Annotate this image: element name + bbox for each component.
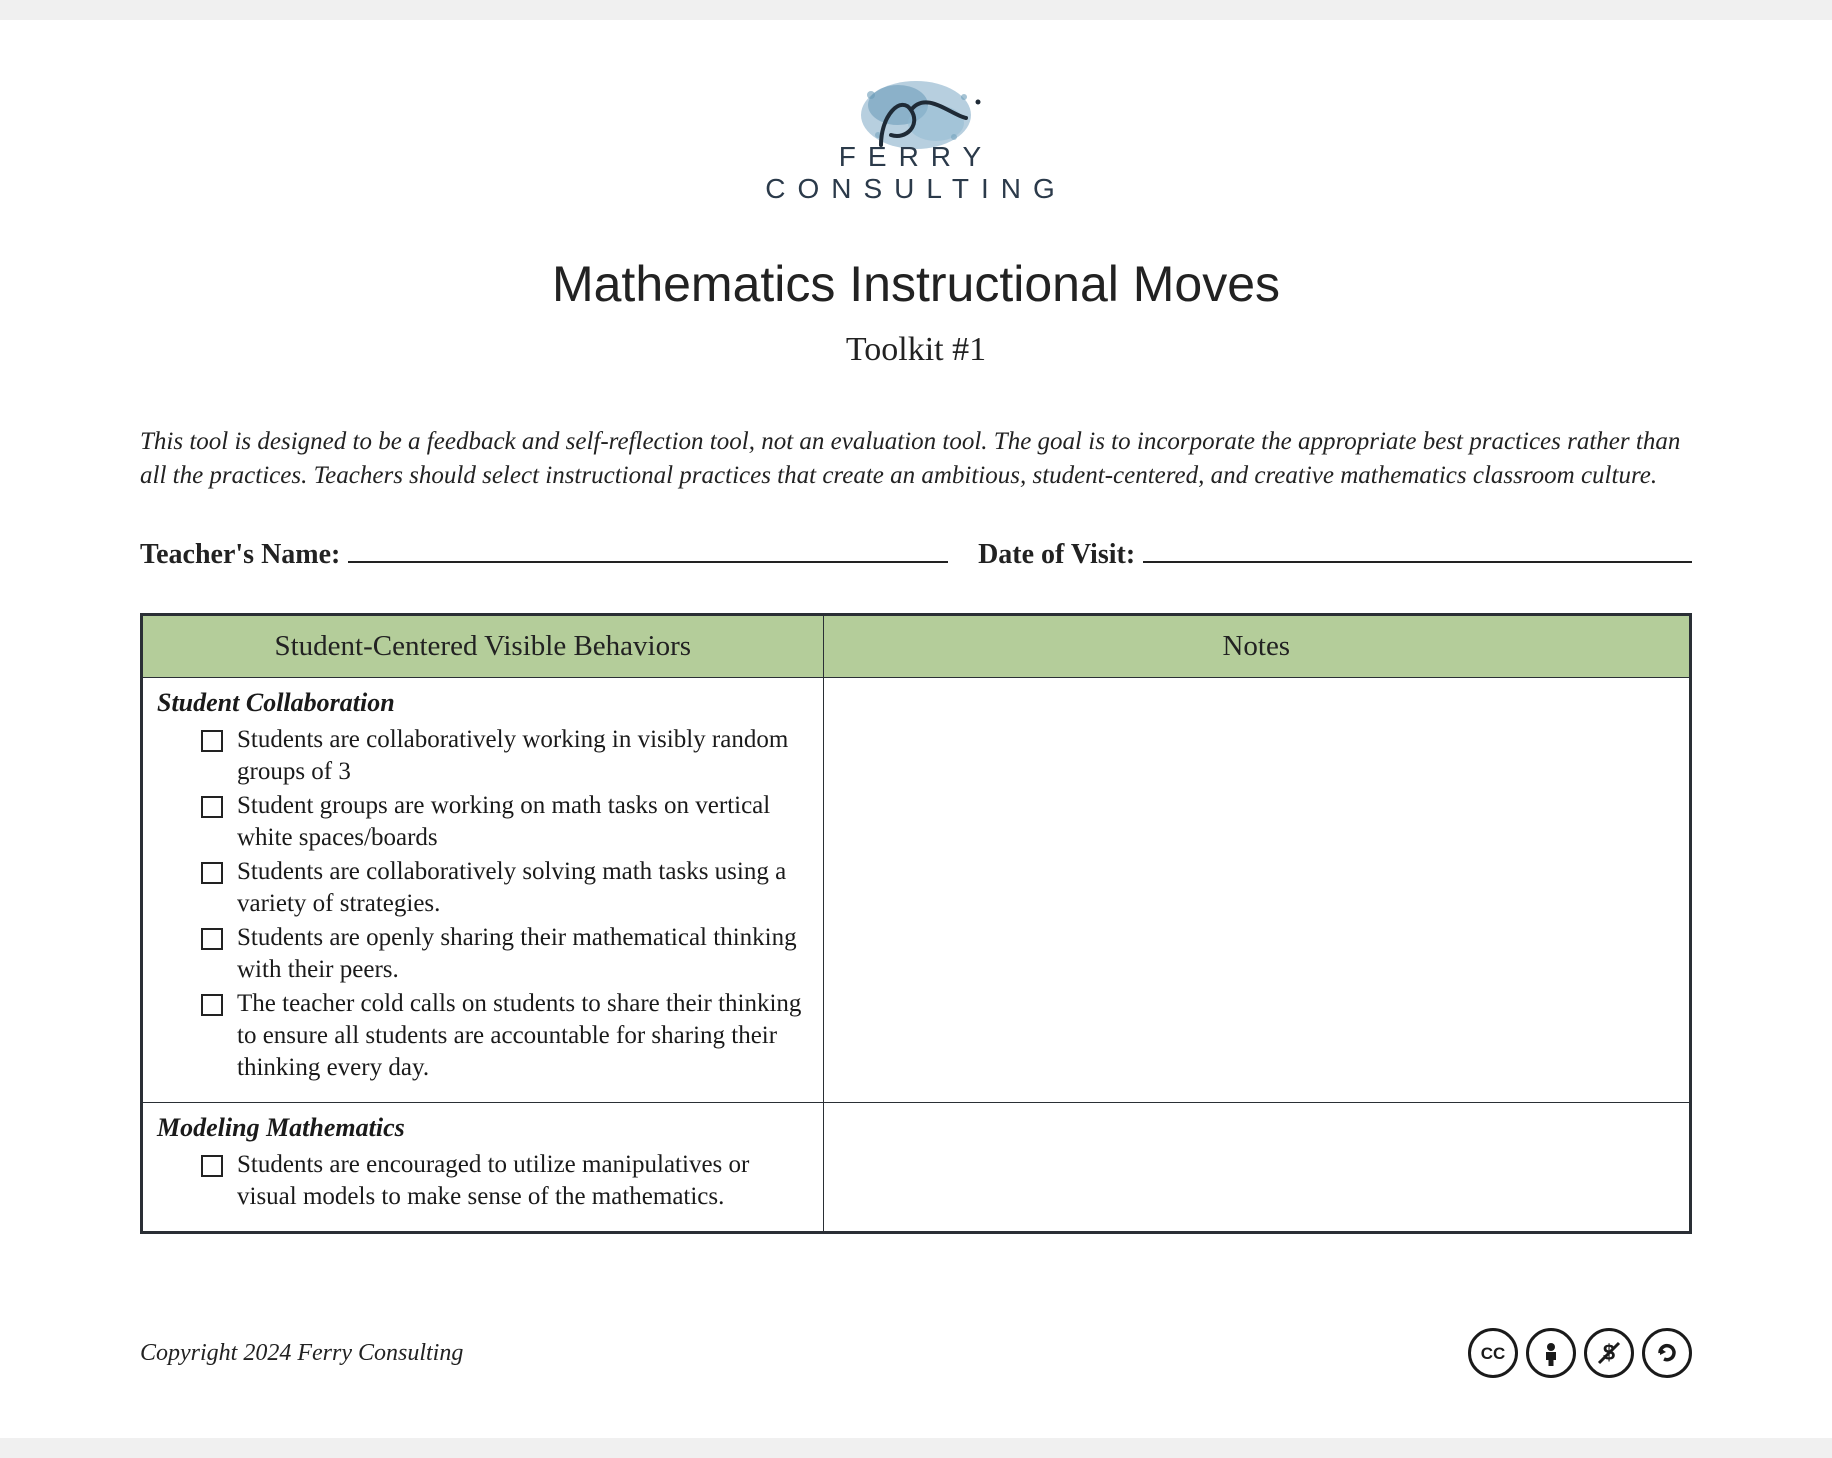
checkbox[interactable] (201, 994, 223, 1016)
cc-license-icons: CC $ (1468, 1328, 1692, 1378)
cc-icon: CC (1468, 1328, 1518, 1378)
behaviors-cell: Student Collaboration Students are collab… (142, 678, 824, 1103)
behaviors-cell: Modeling Mathematics Students are encoura… (142, 1103, 824, 1233)
page-title: Mathematics Instructional Moves (140, 255, 1692, 313)
date-input-line[interactable] (1143, 533, 1692, 564)
brand-logo: FERRY CONSULTING (716, 70, 1116, 215)
column-header-notes: Notes (823, 615, 1690, 678)
checkbox[interactable] (201, 862, 223, 884)
checkbox[interactable] (201, 1155, 223, 1177)
checklist-item: Students are collaboratively solving mat… (157, 856, 809, 920)
form-fields-row: Teacher's Name: Date of Visit: (140, 533, 1692, 572)
checklist-item: Students are openly sharing their mathem… (157, 922, 809, 986)
behaviors-table: Student-Centered Visible Behaviors Notes… (140, 613, 1692, 1234)
page-footer: Copyright 2024 Ferry Consulting CC $ (140, 1328, 1692, 1378)
column-header-behaviors: Student-Centered Visible Behaviors (142, 615, 824, 678)
section-title: Student Collaboration (157, 688, 809, 718)
checklist-item-text: Students are collaboratively working in … (237, 724, 809, 788)
by-icon (1526, 1328, 1576, 1378)
checklist-item-text: The teacher cold calls on students to sh… (237, 988, 809, 1084)
logo-container: FERRY CONSULTING (140, 70, 1692, 215)
table-row: Modeling Mathematics Students are encoura… (142, 1103, 1691, 1233)
checklist-item-text: Students are collaboratively solving mat… (237, 856, 809, 920)
checklist-item-text: Students are encouraged to utilize manip… (237, 1149, 809, 1213)
intro-paragraph: This tool is designed to be a feedback a… (140, 425, 1692, 493)
teacher-name-label: Teacher's Name: (140, 539, 340, 571)
checkbox[interactable] (201, 796, 223, 818)
sa-icon (1642, 1328, 1692, 1378)
date-field: Date of Visit: (978, 533, 1692, 572)
document-page: FERRY CONSULTING Mathematics Instruction… (0, 20, 1832, 1438)
page-subtitle: Toolkit #1 (140, 331, 1692, 369)
checkbox[interactable] (201, 730, 223, 752)
teacher-name-field: Teacher's Name: (140, 533, 978, 572)
svg-text:CC: CC (1481, 1344, 1506, 1363)
checkbox[interactable] (201, 928, 223, 950)
checklist-item: The teacher cold calls on students to sh… (157, 988, 809, 1084)
checklist-item: Students are encouraged to utilize manip… (157, 1149, 809, 1213)
date-label: Date of Visit: (978, 539, 1135, 571)
checklist-item: Students are collaboratively working in … (157, 724, 809, 788)
table-row: Student Collaboration Students are collab… (142, 678, 1691, 1103)
copyright-text: Copyright 2024 Ferry Consulting (140, 1340, 463, 1367)
checklist-item: Student groups are working on math tasks… (157, 790, 809, 854)
nc-icon: $ (1584, 1328, 1634, 1378)
teacher-name-input-line[interactable] (348, 533, 948, 564)
notes-cell[interactable] (823, 1103, 1690, 1233)
checklist-item-text: Students are openly sharing their mathem… (237, 922, 809, 986)
section-title: Modeling Mathematics (157, 1113, 809, 1143)
brand-name: FERRY CONSULTING (716, 141, 1116, 205)
checklist-item-text: Student groups are working on math tasks… (237, 790, 809, 854)
notes-cell[interactable] (823, 678, 1690, 1103)
